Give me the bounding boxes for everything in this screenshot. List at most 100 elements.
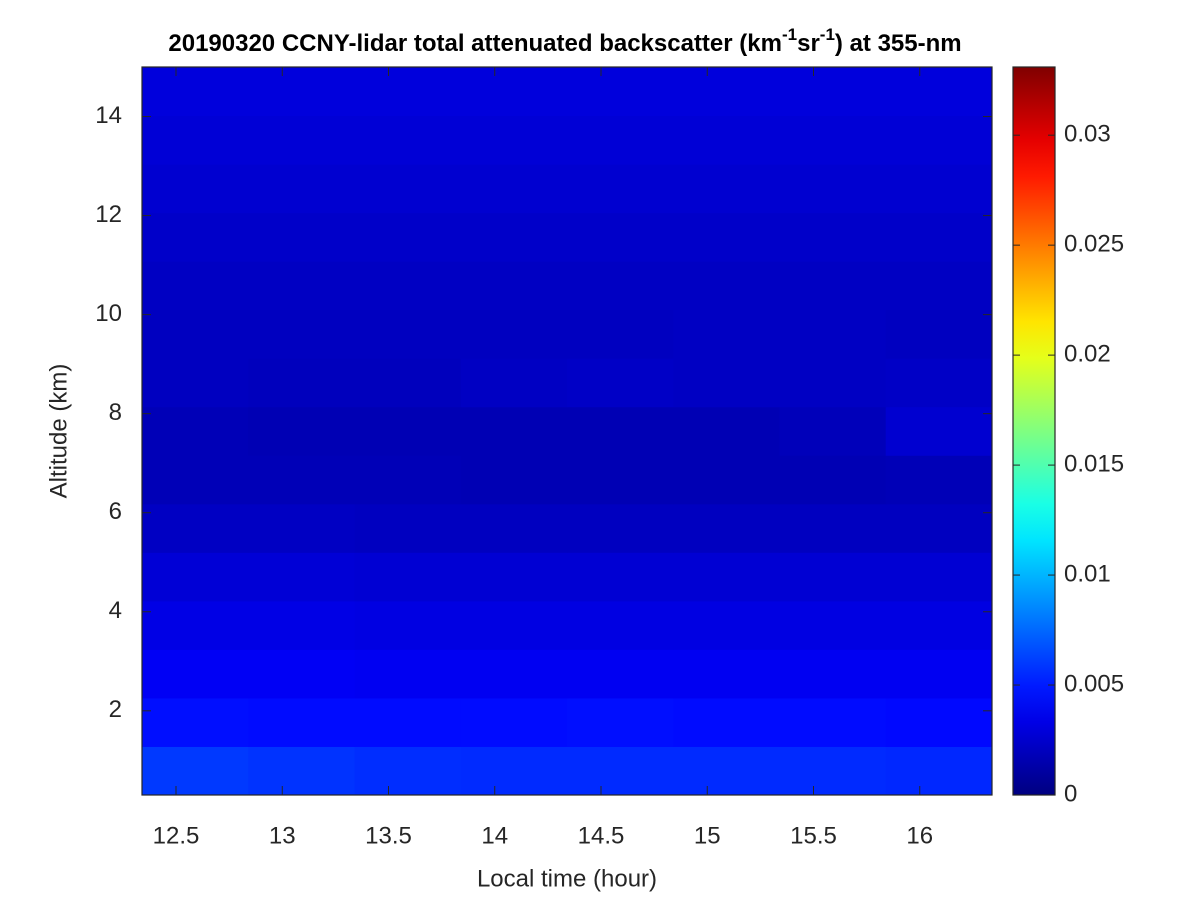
heatmap-cell [885, 746, 992, 795]
heatmap-cell [142, 358, 249, 408]
heatmap-cell [673, 455, 780, 505]
chart-title: 20190320 CCNY-lidar total attenuated bac… [168, 25, 961, 57]
heatmap-cell [567, 455, 674, 505]
heatmap-cell [142, 455, 249, 505]
heatmap-cell [673, 309, 780, 359]
heatmap-cell [142, 600, 249, 650]
x-axis-label: Local time (hour) [477, 865, 657, 892]
heatmap-cell [885, 697, 992, 747]
heatmap-cell [779, 649, 887, 699]
heatmap-cell [779, 212, 887, 262]
title-text: 20190320 CCNY-lidar total attenuated bac… [168, 30, 782, 57]
heatmap-cell [460, 746, 568, 795]
heatmap-cell [142, 115, 249, 165]
heatmap-cell [567, 697, 674, 747]
colorbar [1012, 66, 1056, 796]
heatmap-cell [673, 697, 780, 747]
x-tick-label: 13.5 [365, 822, 412, 849]
heatmap-cell [673, 115, 780, 165]
heatmap-cell [142, 552, 249, 602]
heatmap-cell [142, 164, 249, 214]
heatmap-cell [248, 697, 355, 747]
heatmap-cell [673, 746, 780, 795]
heatmap-cell [142, 746, 249, 795]
x-tick-label: 15 [694, 822, 721, 849]
heatmap-cell [354, 600, 462, 650]
heatmap-cell [354, 261, 462, 311]
heatmap-cell [567, 600, 674, 650]
heatmap-cell [673, 358, 780, 408]
y-tick-label: 14 [95, 102, 122, 129]
heatmap-cell [779, 358, 887, 408]
colorbar-tick-label: 0.03 [1064, 121, 1111, 148]
heatmap-cell [248, 503, 355, 553]
heatmap-cell [567, 309, 674, 359]
heatmap-cell [885, 552, 992, 602]
heatmap-cell [779, 552, 887, 602]
y-tick-label: 6 [109, 498, 122, 525]
heatmap-cell [248, 164, 355, 214]
heatmap-cell [354, 455, 462, 505]
heatmap-cell [460, 552, 568, 602]
heatmap-cell [779, 600, 887, 650]
heatmap-cell [567, 261, 674, 311]
heatmap-cell [885, 212, 992, 262]
heatmap-cell [673, 406, 780, 456]
x-tick-label: 13 [269, 822, 296, 849]
heatmap-cell [779, 261, 887, 311]
heatmap-cell [248, 746, 355, 795]
x-tick-label: 12.5 [153, 822, 200, 849]
heatmap-cell [248, 212, 355, 262]
heatmap-cell [673, 503, 780, 553]
x-tick-label: 14.5 [578, 822, 625, 849]
heatmap-cell [460, 406, 568, 456]
y-tick-label: 4 [109, 597, 122, 624]
title-superscript: -1 [820, 25, 835, 44]
heatmap-cell [142, 649, 249, 699]
heatmap-cell [460, 455, 568, 505]
heatmap-cell [885, 309, 992, 359]
heatmap-cell [142, 261, 249, 311]
heatmap-cell [460, 115, 568, 165]
plot-frame [141, 66, 993, 796]
heatmap-cell [354, 649, 462, 699]
heatmap-cell [354, 552, 462, 602]
heatmap-cell [779, 164, 887, 214]
heatmap-cell [885, 649, 992, 699]
heatmap-cell [779, 697, 887, 747]
heatmap-cell [885, 67, 992, 117]
heatmap-cell [354, 212, 462, 262]
heatmap-cell [460, 649, 568, 699]
heatmap-cell [885, 164, 992, 214]
x-tick-label: 14 [481, 822, 508, 849]
y-tick-label: 2 [109, 696, 122, 723]
heatmap-cell [248, 67, 355, 117]
heatmap-cell [248, 649, 355, 699]
heatmap-cell [248, 309, 355, 359]
heatmap-cell [673, 261, 780, 311]
x-tick-label: 16 [906, 822, 933, 849]
title-superscript: -1 [782, 25, 797, 44]
heatmap-cell [567, 406, 674, 456]
heatmap-cell [354, 67, 462, 117]
heatmap-cell [460, 503, 568, 553]
heatmap-cell [460, 697, 568, 747]
heatmap-cell [248, 406, 355, 456]
heatmap-cell [248, 358, 355, 408]
heatmap-cell [779, 309, 887, 359]
heatmap-cell [885, 455, 992, 505]
heatmap-cell [567, 212, 674, 262]
heatmap-cell [885, 503, 992, 553]
heatmap-cell [567, 503, 674, 553]
heatmap-cell [354, 697, 462, 747]
heatmap-cell [779, 746, 887, 795]
heatmap-cell [673, 164, 780, 214]
y-axis-label: Altitude (km) [45, 364, 72, 499]
heatmap-cell [460, 67, 568, 117]
colorbar-tick-label: 0.02 [1064, 340, 1111, 367]
x-tick-label: 15.5 [790, 822, 837, 849]
colorbar-tick-label: 0.005 [1064, 670, 1124, 697]
colorbar-tick-label: 0.015 [1064, 450, 1124, 477]
heatmap-cell [354, 164, 462, 214]
